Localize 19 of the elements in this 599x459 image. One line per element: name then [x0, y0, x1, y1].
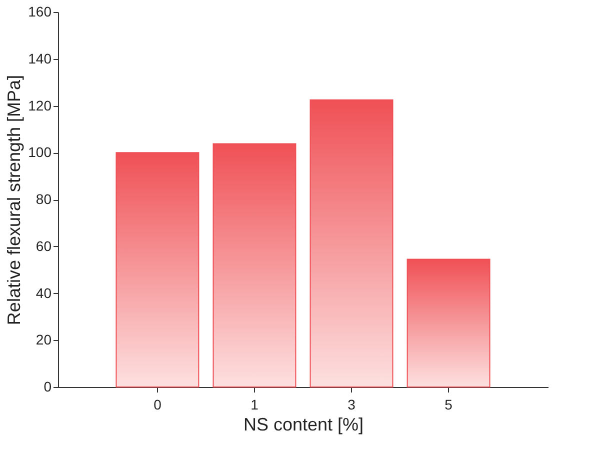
x-axis-title: NS content [%]: [243, 414, 364, 434]
bar: [116, 152, 200, 388]
y-tick-label: 100: [28, 144, 52, 160]
y-tick-label: 60: [36, 238, 52, 254]
x-tick-label: 5: [444, 396, 453, 412]
y-tick-label: 0: [44, 378, 52, 394]
y-tick-label: 20: [36, 332, 52, 348]
bar: [406, 258, 490, 388]
y-tick-label: 120: [28, 97, 52, 114]
y-tick-label: 40: [36, 284, 52, 301]
bar: [310, 99, 394, 388]
y-tick-label: 140: [28, 50, 52, 66]
x-tick-label: 0: [154, 396, 162, 412]
y-axis-title: Relative flexural strength [MPa]: [4, 74, 24, 326]
x-tick-label: 3: [348, 396, 356, 412]
y-tick-label: 160: [28, 4, 52, 20]
x-tick-label: 1: [250, 396, 259, 412]
y-tick-label: 80: [36, 191, 52, 207]
bar: [212, 143, 296, 388]
